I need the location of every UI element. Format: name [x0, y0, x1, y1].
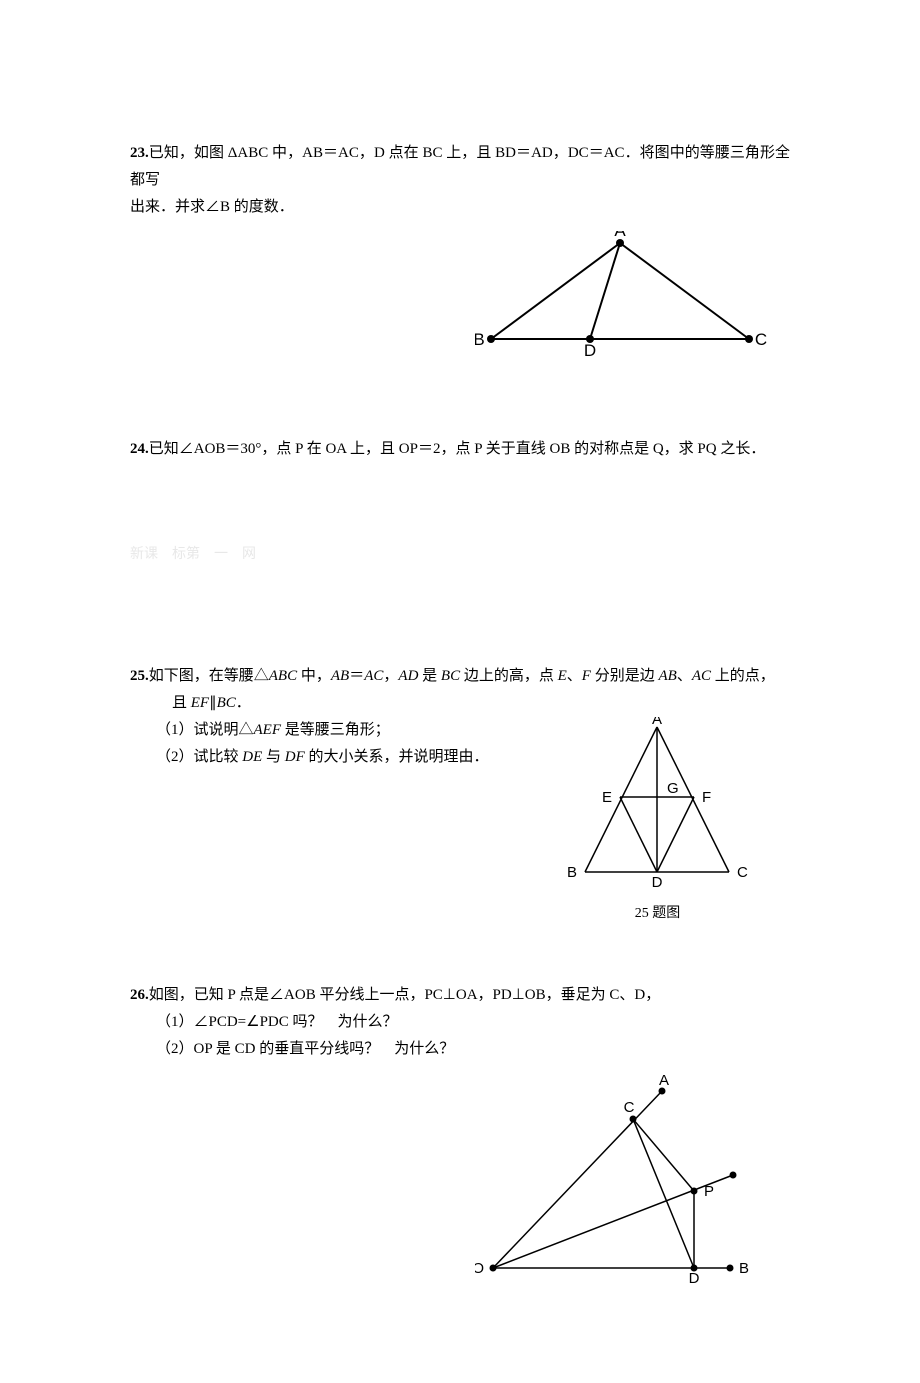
figure-25-caption: 25 题图: [565, 902, 750, 922]
problem-26: 26.如图，已知 P 点是∠AOB 平分线上一点，PC⊥OA，PD⊥OB，垂足为…: [130, 982, 790, 1283]
svg-text:C: C: [737, 864, 748, 881]
figure-25-container: A B C D E F G 25 题图: [565, 717, 750, 922]
figure-26-svg: O A B C D P: [475, 1073, 750, 1283]
svg-text:B: B: [475, 330, 485, 349]
problem-25-line1: 25.如下图，在等腰△ABC 中，AB＝AC，AD 是 BC 边上的高，点 E、…: [130, 663, 790, 690]
problem-26-sub1: （1）∠PCD=∠PDC 吗？ 为什么？: [130, 1009, 790, 1036]
svg-text:B: B: [567, 864, 577, 881]
svg-text:D: D: [652, 874, 663, 891]
problem-25-sub1: （1）试说明△AEF 是等腰三角形；: [130, 717, 545, 744]
problem-26-number: 26.: [130, 987, 149, 1003]
svg-text:C: C: [755, 330, 767, 349]
problem-25: 25.如下图，在等腰△ABC 中，AB＝AC，AD 是 BC 边上的高，点 E、…: [130, 663, 790, 922]
problem-23-number: 23.: [130, 145, 149, 161]
figure-26-container: O A B C D P: [130, 1073, 750, 1283]
problem-23: 23.已知，如图 ΔABC 中，AB＝AC，D 点在 BC 上，且 BD＝AD，…: [130, 140, 790, 356]
svg-text:B: B: [739, 1260, 749, 1277]
problem-26-line1: 如图，已知 P 点是∠AOB 平分线上一点，PC⊥OA，PD⊥OB，垂足为 C、…: [149, 987, 660, 1003]
problem-25-line2: 且 EF∥BC．: [130, 690, 790, 717]
svg-text:D: D: [689, 1270, 700, 1283]
svg-text:A: A: [659, 1073, 669, 1089]
svg-text:A: A: [614, 231, 626, 240]
problem-26-text: 26.如图，已知 P 点是∠AOB 平分线上一点，PC⊥OA，PD⊥OB，垂足为…: [130, 982, 790, 1009]
problem-24-text: 24.已知∠AOB＝30°，点 P 在 OA 上，且 OP＝2，点 P 关于直线…: [130, 436, 790, 463]
problem-26-sub2: （2）OP 是 CD 的垂直平分线吗？ 为什么？: [130, 1036, 790, 1063]
problem-23-text: 23.已知，如图 ΔABC 中，AB＝AC，D 点在 BC 上，且 BD＝AD，…: [130, 140, 790, 194]
svg-text:A: A: [652, 717, 662, 728]
problem-25-sub2: （2）试比较 DE 与 DF 的大小关系，并说明理由．: [130, 744, 545, 771]
problem-25-number: 25.: [130, 668, 149, 684]
figure-25-svg: A B C D E F G: [565, 717, 750, 892]
svg-text:C: C: [624, 1099, 635, 1116]
svg-text:D: D: [584, 341, 596, 356]
problem-24: 24.已知∠AOB＝30°，点 P 在 OA 上，且 OP＝2，点 P 关于直线…: [130, 436, 790, 463]
problem-24-number: 24.: [130, 441, 149, 457]
svg-text:O: O: [475, 1260, 484, 1277]
watermark: 新课 标第 一 网: [130, 543, 790, 563]
svg-text:P: P: [704, 1183, 714, 1200]
svg-text:F: F: [702, 789, 711, 806]
problem-24-content: 已知∠AOB＝30°，点 P 在 OA 上，且 OP＝2，点 P 关于直线 OB…: [149, 441, 766, 457]
svg-text:G: G: [667, 780, 679, 797]
problem-23-line2: 出来．并求∠B 的度数．: [130, 194, 790, 221]
svg-text:E: E: [602, 789, 612, 806]
figure-23-container: A B C D: [130, 231, 770, 356]
figure-23-svg: A B C D: [475, 231, 770, 356]
problem-23-line1: 已知，如图 ΔABC 中，AB＝AC，D 点在 BC 上，且 BD＝AD，DC＝…: [130, 145, 790, 188]
